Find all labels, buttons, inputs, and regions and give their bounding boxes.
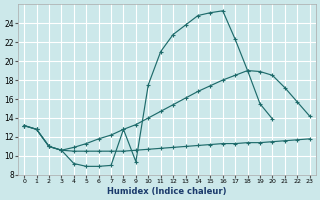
- X-axis label: Humidex (Indice chaleur): Humidex (Indice chaleur): [107, 187, 227, 196]
